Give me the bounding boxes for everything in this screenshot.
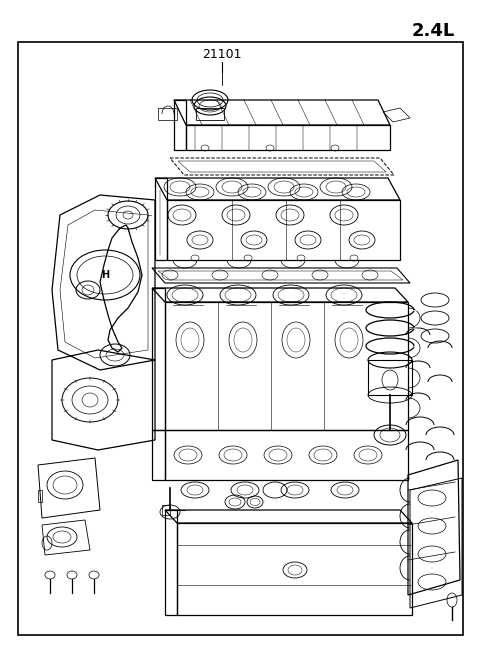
Text: 21101: 21101	[202, 48, 242, 61]
Text: H: H	[101, 270, 109, 280]
Text: 2.4L: 2.4L	[412, 22, 455, 40]
